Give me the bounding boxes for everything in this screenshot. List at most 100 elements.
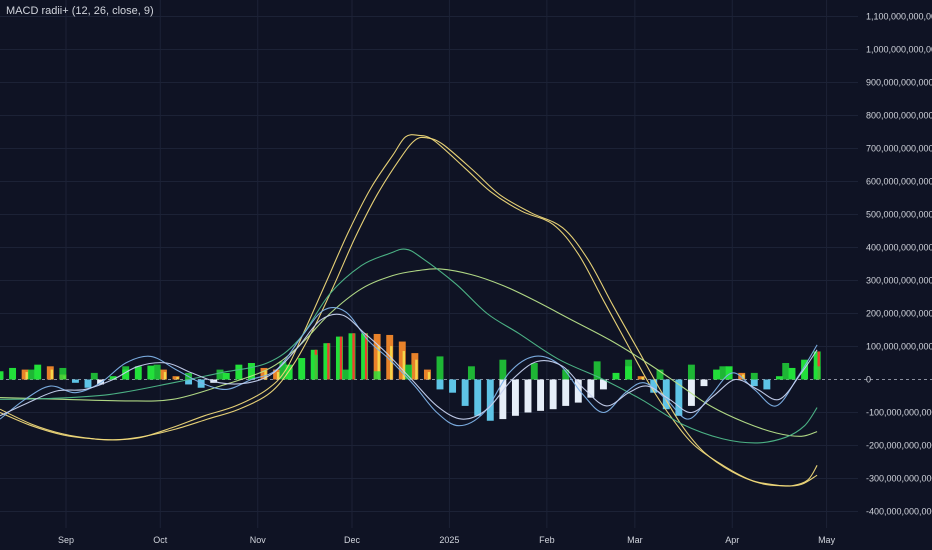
y-tick-label: -300,000,000,000 (866, 474, 932, 484)
y-tick-label: -400,000,000,000 (866, 507, 932, 517)
overlay-bar (750, 372, 758, 380)
histogram-bar (235, 364, 243, 380)
histogram-accent-bar (427, 372, 431, 380)
histogram-bar (46, 366, 54, 380)
grid (0, 0, 932, 528)
series-line-1 (0, 134, 818, 487)
overlay-bar (782, 363, 790, 380)
x-tick-label: Oct (153, 535, 168, 545)
x-tick-label: May (818, 535, 836, 545)
histogram-bar (298, 358, 306, 380)
histogram-accent-bar (742, 374, 745, 380)
histogram-accent-bar (276, 372, 280, 380)
indicator-legend[interactable]: MACD radii+ (12, 26, close, 9) (6, 5, 154, 17)
y-tick-label: 100,000,000,000 (866, 342, 932, 352)
histogram-accent-bar (641, 377, 644, 380)
x-tick-label: Feb (539, 535, 555, 545)
histogram-bar (788, 367, 796, 380)
histogram-bar (587, 379, 595, 398)
histogram-bar (373, 333, 381, 380)
overlay-bar (687, 364, 695, 380)
histogram-bar (524, 379, 532, 413)
overlay-bar (279, 361, 287, 380)
histogram-bar (436, 379, 444, 390)
y-axis[interactable]: 1,100,000,000,000 1,000,000,000,000 900,00… (866, 12, 932, 517)
overlay-bar (467, 366, 475, 380)
histogram-bar (348, 333, 356, 380)
histogram-bar (97, 379, 105, 385)
histogram-bar (775, 376, 783, 380)
x-tick-label: Mar (627, 535, 643, 545)
histogram-accent-bar (390, 346, 393, 380)
x-axis[interactable]: Sep Oct Nov Dec 2025 Feb Mar Apr May (58, 535, 836, 545)
y-tick-label: 1,100,000,000,000 (866, 12, 932, 22)
histogram-bar (185, 379, 193, 385)
histogram-bar (700, 379, 708, 387)
overlay-bar (59, 367, 67, 380)
series-lines (0, 134, 818, 487)
x-tick-label: Sep (58, 535, 74, 545)
histogram-bar (386, 334, 394, 380)
histogram-bar (172, 376, 180, 380)
y-tick-label: 1,000,000,000,000 (866, 45, 932, 55)
y-tick-label: 400,000,000,000 (866, 243, 932, 253)
histogram-bar (159, 369, 167, 380)
histogram-bar (637, 376, 645, 380)
histogram-accent-bar (176, 377, 179, 380)
histogram-bar (499, 379, 507, 420)
overlay-bar (499, 359, 507, 380)
histogram-bar (147, 365, 155, 380)
histogram-accent-bar (339, 336, 343, 380)
histogram-accent-bar (25, 372, 28, 380)
histogram-bar (549, 379, 557, 410)
histogram-accent-bar (817, 351, 820, 380)
histogram-accent-bar (50, 369, 54, 380)
histogram-bar (34, 364, 42, 380)
histogram-bar (662, 379, 670, 410)
overlay-bar (247, 363, 255, 380)
y-tick-label: -200,000,000,000 (866, 441, 932, 451)
histogram-bar (323, 343, 331, 380)
series-line-4 (0, 248, 818, 444)
histogram-bar (813, 351, 821, 380)
histogram-overlay (0, 354, 821, 380)
overlay-bar (342, 369, 350, 380)
histogram-bar (713, 369, 721, 380)
y-tick-label: 0 (866, 375, 871, 385)
histogram-bar (599, 379, 607, 390)
histogram-accent-bar (364, 333, 368, 380)
overlay-bar (719, 366, 727, 380)
histogram-bar (423, 369, 431, 380)
histogram-bar (725, 366, 733, 380)
histogram-bar (461, 379, 469, 406)
histogram-bar (411, 353, 419, 380)
histogram-bar (285, 364, 293, 380)
histogram-bar (361, 333, 369, 380)
overlay-bar (405, 364, 413, 380)
histogram-bar (537, 379, 545, 411)
histogram-bar (750, 379, 758, 387)
histogram-accent-bar (415, 359, 418, 380)
overlay-bar (310, 354, 318, 380)
x-tick-label: Apr (725, 535, 739, 545)
histogram-accent-bar (163, 372, 167, 380)
histogram-bar (134, 366, 142, 380)
histogram-accent-bar (402, 351, 406, 380)
histogram-bar (562, 379, 570, 406)
y-tick-label: 600,000,000,000 (866, 177, 932, 187)
y-tick-label: 300,000,000,000 (866, 276, 932, 286)
histogram-bar (197, 379, 205, 388)
overlay-bar (436, 356, 444, 380)
histogram-accent-bar (377, 345, 380, 380)
series-line-2 (0, 136, 818, 487)
histogram-bar (109, 376, 117, 380)
y-tick-label: 900,000,000,000 (866, 78, 932, 88)
y-tick-label: 800,000,000,000 (866, 111, 932, 121)
overlay-bar (216, 369, 224, 380)
histogram-accent-bar (327, 343, 330, 380)
series-line-6 (0, 313, 818, 420)
overlay-bar (0, 372, 4, 380)
histogram-bar (486, 379, 494, 421)
overlay-bar (656, 369, 664, 380)
